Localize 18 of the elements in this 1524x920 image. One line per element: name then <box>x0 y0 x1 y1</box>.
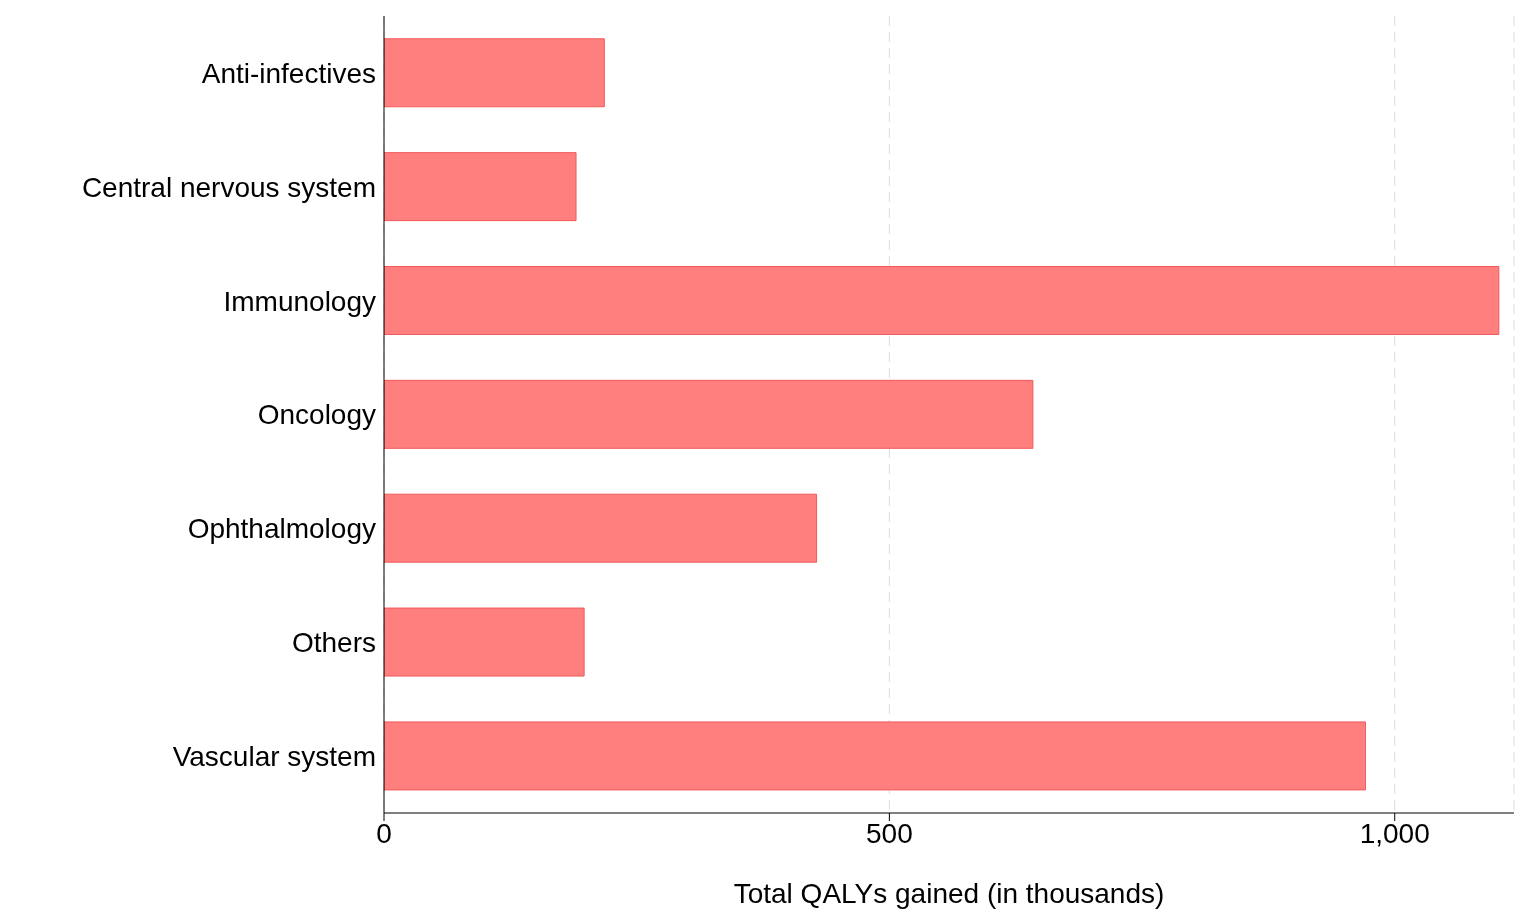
y-tick-label: Oncology <box>257 399 376 431</box>
bar <box>384 152 577 222</box>
y-tick-label: Central nervous system <box>81 171 376 203</box>
x-tick-label: 0 <box>376 817 392 849</box>
bar <box>384 38 605 108</box>
bar <box>384 493 818 563</box>
y-tick-label: Vascular system <box>172 741 376 773</box>
y-tick-label: Immunology <box>223 285 376 317</box>
bar <box>384 607 585 677</box>
x-tick-label: 1,000 <box>1359 817 1430 849</box>
y-tick-label: Ophthalmology <box>187 513 376 545</box>
bar <box>384 379 1034 449</box>
x-axis-title: Total QALYs gained (in thousands) <box>733 878 1165 909</box>
y-tick-label: Anti-infectives <box>201 57 376 89</box>
x-tick-label: 500 <box>866 817 913 849</box>
y-tick-label: Others <box>291 627 376 659</box>
bar <box>384 721 1366 791</box>
bar <box>384 265 1500 335</box>
